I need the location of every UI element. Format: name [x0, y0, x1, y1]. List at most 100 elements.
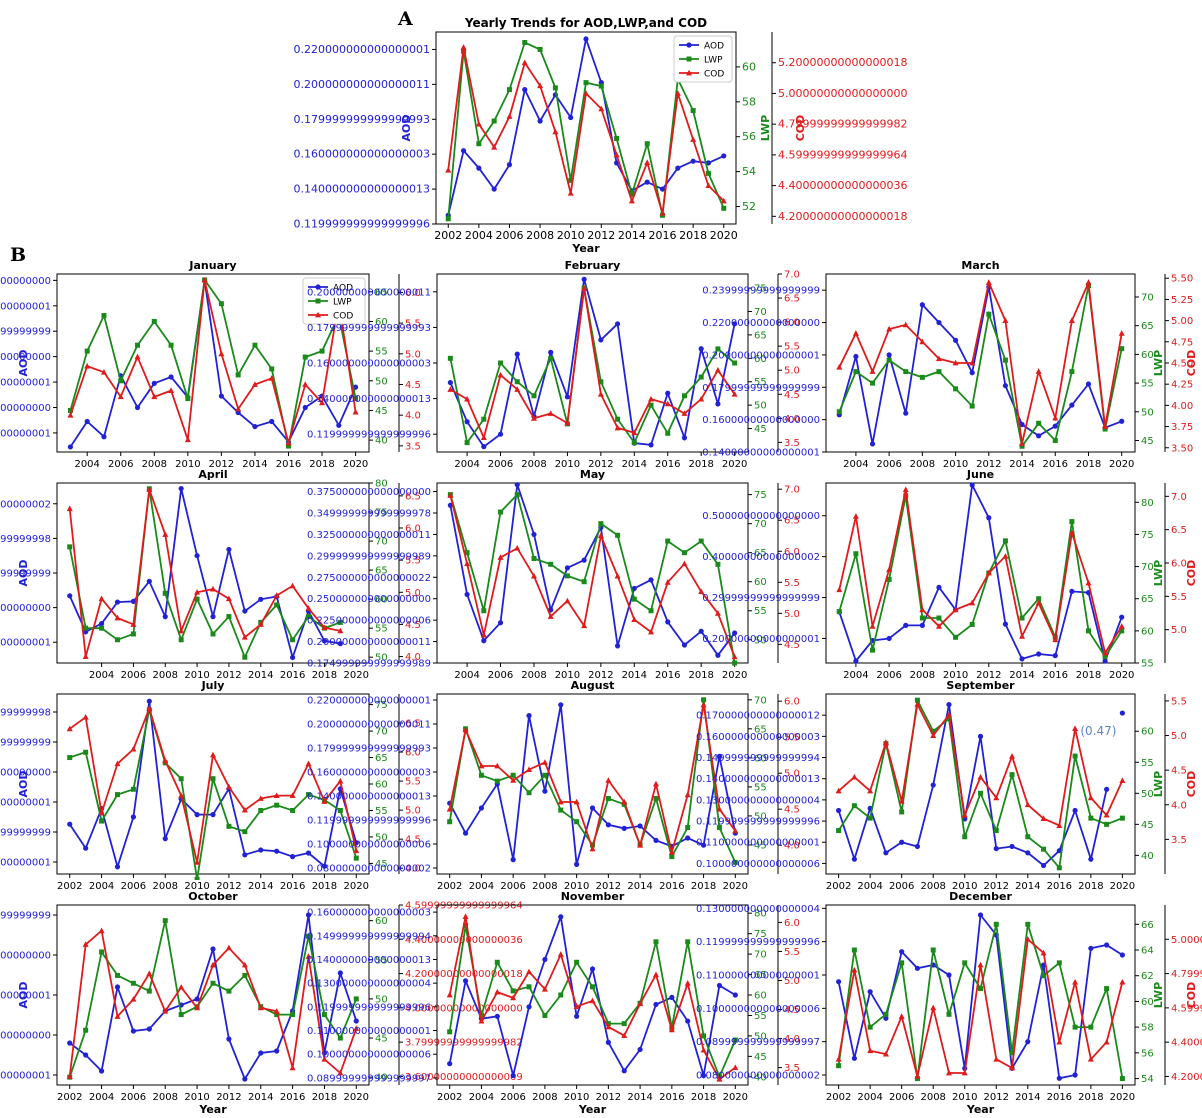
lwp-point: [1056, 865, 1062, 871]
cod-tick-label: 6.0: [784, 547, 800, 558]
lwp-point: [99, 818, 105, 824]
lwp-point: [162, 590, 168, 596]
aod-point: [883, 850, 889, 856]
lwp-point: [226, 614, 232, 620]
aod-point: [510, 1072, 516, 1079]
cod-tick-label: 4.5: [784, 640, 800, 651]
lwp-point: [510, 772, 516, 778]
lwp-point: [732, 1037, 738, 1043]
lwp-point: [1104, 986, 1110, 992]
cod-tick-label: 4.0: [405, 652, 421, 663]
lwp-point: [962, 834, 968, 840]
lwp-tick-label: 55: [375, 347, 388, 358]
x-tick-label: 2004: [89, 881, 114, 892]
lwp-point: [1069, 519, 1075, 525]
x-tick-label: 2010: [943, 670, 968, 681]
cod-tick-label: 5.0: [1171, 625, 1187, 636]
lwp-point: [631, 440, 637, 446]
x-tick-label: 2016: [1043, 670, 1068, 681]
lwp-tick-label: 70: [375, 537, 388, 548]
x-tick-label: 2020: [723, 1092, 748, 1103]
cod-point: [1072, 725, 1079, 732]
x-tick-label: 2006: [108, 459, 133, 470]
legend-entry-aod: AOD: [704, 42, 724, 52]
cod-point: [1019, 440, 1026, 446]
chart-title: February: [565, 259, 621, 272]
cod-point: [178, 792, 185, 799]
aod-tick-label: 0.325000000000000011: [307, 530, 431, 541]
aod-tick-label: 0.100000000000000006: [307, 1050, 431, 1061]
x-tick-label: 2004: [857, 1092, 882, 1103]
x-tick-label: 2004: [89, 670, 114, 681]
x-tick-label: 2020: [344, 881, 369, 892]
x-tick-label: 2006: [500, 1092, 525, 1103]
aod-tick-label: 0.220000000000000001: [307, 696, 431, 707]
panel-label-a: A: [398, 8, 413, 30]
aod-axis-label: AOD: [17, 982, 30, 1009]
aod-tick-label: 0.130000000000000004: [696, 904, 820, 915]
lwp-point: [698, 538, 704, 544]
cod-point: [985, 569, 992, 576]
lwp-point: [178, 637, 184, 643]
aod-point: [705, 160, 712, 166]
aod-point: [218, 393, 224, 399]
cod-tick-label: 5.25: [1171, 295, 1193, 306]
lwp-point: [598, 379, 604, 385]
aod-tick-label: 0.10000000000000001: [0, 1071, 51, 1082]
lwp-tick-label: 50: [754, 811, 767, 822]
cod-point: [557, 951, 564, 957]
lwp-axis-label: LWP: [1152, 982, 1165, 1008]
cod-point: [84, 362, 91, 369]
x-tick-label: 2014: [1015, 1092, 1040, 1103]
cod-point: [716, 1075, 723, 1082]
lwp-point: [353, 855, 359, 861]
aod-tick-label: 0.40000000000000002: [0, 499, 51, 510]
cod-point: [521, 59, 528, 66]
aod-point: [226, 1036, 232, 1042]
lwp-axis-label: LWP: [759, 115, 772, 141]
lwp-point: [1052, 438, 1058, 444]
lwp-point: [836, 409, 842, 415]
aod-tick-label: 0.140000000000000013: [696, 774, 820, 785]
x-tick-label: 2020: [710, 229, 738, 242]
lwp-point: [447, 355, 453, 361]
x-tick-label: 2014: [627, 1092, 652, 1103]
lwp-line: [448, 699, 737, 863]
lwp-point: [732, 660, 738, 666]
aod-point: [242, 1076, 248, 1082]
aod-point: [526, 713, 532, 719]
cod-point: [1052, 414, 1059, 421]
aod-point: [67, 1040, 73, 1046]
aod-axis-label: AOD: [17, 560, 30, 587]
lwp-tick-label: 60: [1141, 350, 1154, 361]
aod-tick-label: 0.16000000000000000: [0, 352, 51, 363]
aod-point: [883, 1015, 889, 1021]
aod-point: [716, 982, 723, 989]
lwp-point: [851, 947, 857, 953]
x-tick-label: 2002: [57, 1092, 82, 1103]
cod-point: [82, 653, 89, 659]
aod-point: [637, 823, 643, 829]
aod-point: [1069, 588, 1075, 595]
lwp-point: [870, 647, 876, 653]
lwp-tick-label: 60: [1141, 626, 1154, 637]
x-tick-label: 2006: [121, 881, 146, 892]
cod-tick-label: 4.0: [405, 864, 421, 875]
outlier-annotation: (0.47): [1080, 724, 1116, 738]
cod-point: [1102, 423, 1109, 429]
lwp-tick-label: 50: [375, 994, 388, 1005]
aod-point: [1088, 945, 1094, 951]
cod-tick-label: 4.5: [405, 380, 421, 391]
x-tick-label: 2012: [596, 881, 621, 892]
cod-point: [614, 572, 621, 579]
cod-point: [637, 842, 644, 848]
lwp-tick-label: 60: [375, 317, 388, 328]
x-tick-label: 2002: [437, 881, 462, 892]
x-tick-label: 2016: [280, 881, 305, 892]
lwp-point: [99, 625, 105, 631]
lwp-tick-label: 70: [1141, 562, 1154, 573]
aod-point: [936, 584, 942, 590]
x-tick-label: 2004: [843, 670, 868, 681]
aod-point: [851, 856, 857, 862]
cod-tick-label: 5.00: [1171, 316, 1193, 327]
